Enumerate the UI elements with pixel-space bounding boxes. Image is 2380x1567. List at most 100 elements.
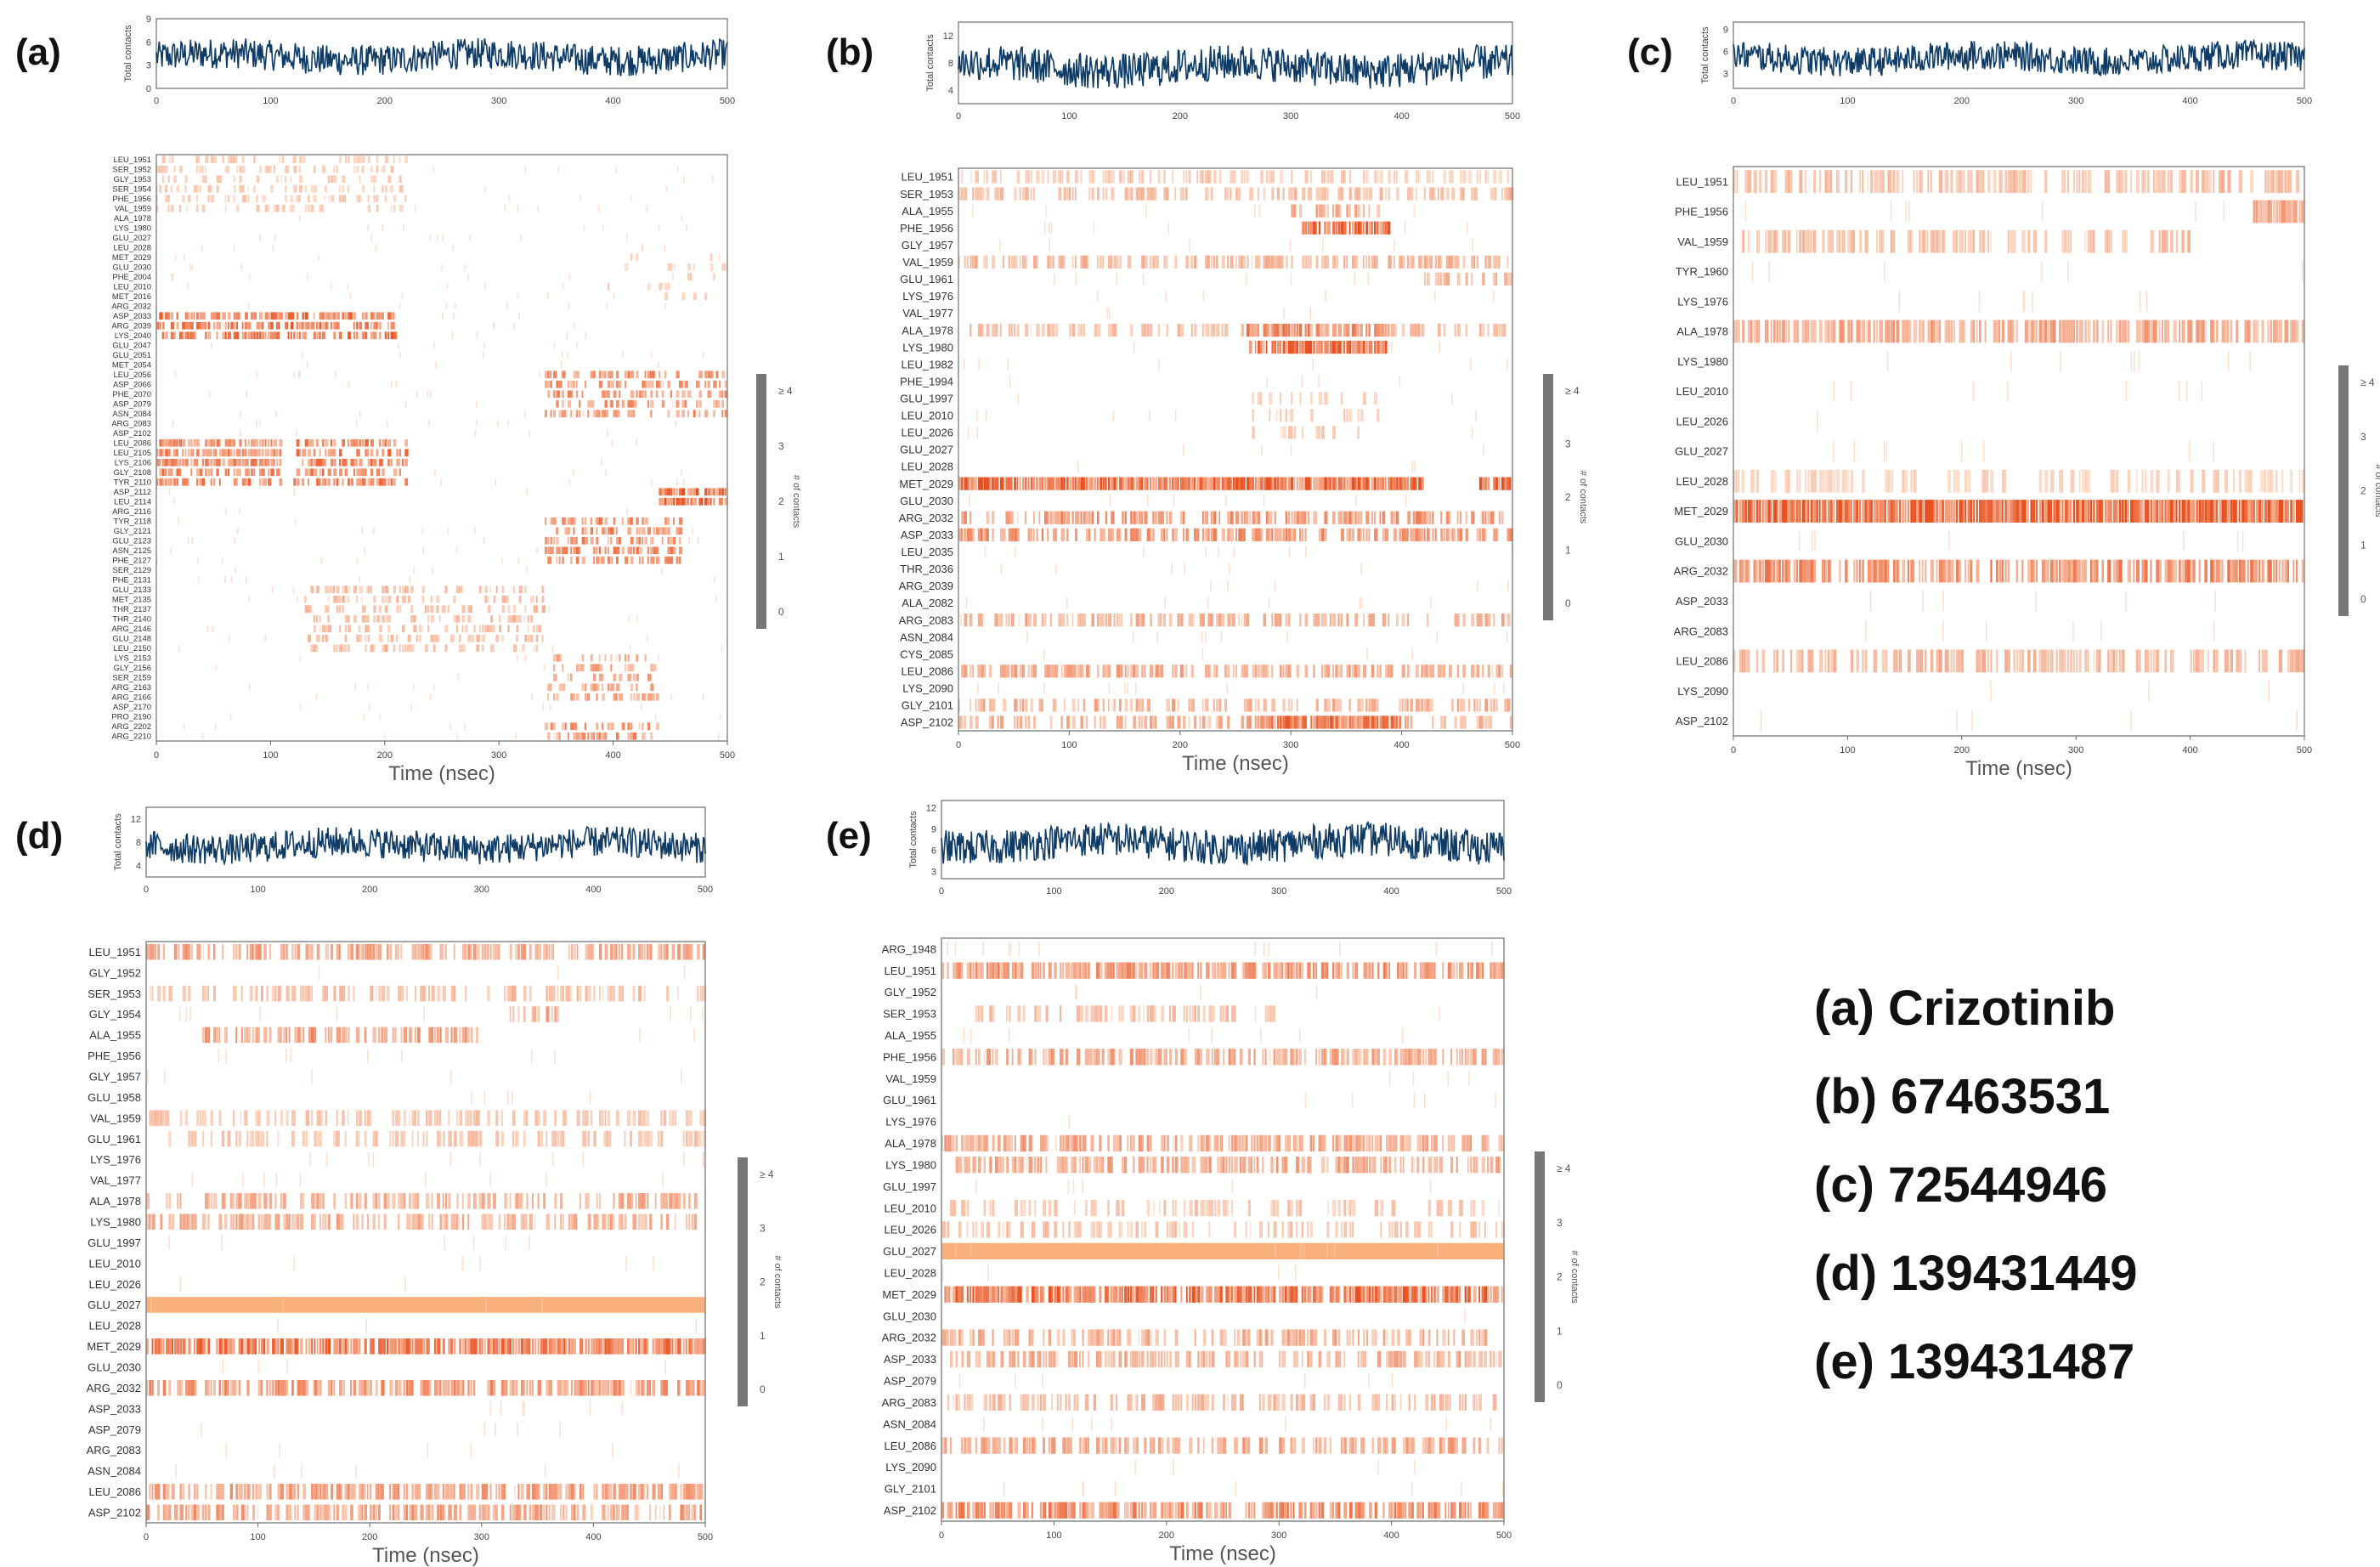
heatmap-cell	[1141, 187, 1145, 201]
heatmap-cell	[547, 546, 551, 555]
heatmap-cell	[1487, 170, 1490, 184]
heatmap-cell	[376, 321, 378, 330]
heatmap-cell	[2241, 530, 2244, 552]
heatmap-cell	[1773, 649, 1776, 673]
heatmap-cell	[455, 625, 459, 633]
heatmap-cell	[186, 283, 189, 291]
heatmap-cell	[1396, 511, 1399, 524]
heatmap-cell	[1476, 170, 1478, 184]
heatmap-cell	[501, 557, 503, 564]
heatmap-cell	[1171, 563, 1173, 575]
heatmap-cell	[474, 429, 477, 437]
heatmap-cell	[1973, 229, 1976, 253]
heatmap-cell	[1033, 665, 1037, 678]
heatmap-cell	[1218, 546, 1219, 558]
heatmap-cell	[1207, 255, 1210, 269]
heatmap-cell	[665, 943, 669, 960]
heatmap-cell	[1346, 204, 1348, 218]
heatmap-cell	[1199, 170, 1204, 184]
heatmap-cell	[1984, 469, 1989, 493]
heatmap-cell	[382, 439, 383, 447]
heatmap-cell	[579, 410, 580, 418]
heatmap-cell	[341, 478, 342, 486]
heatmap-cell	[236, 312, 240, 320]
heatmap-cell	[2224, 649, 2228, 673]
heatmap-cell	[681, 497, 686, 506]
heatmap-cell	[1873, 649, 1878, 673]
heatmap-cell	[585, 380, 586, 388]
heatmap-cell	[547, 683, 551, 692]
heatmap-cell	[610, 683, 614, 692]
heatmap-cell	[547, 536, 550, 545]
heatmap-cell	[1069, 187, 1071, 201]
residue-label: LEU_2028	[113, 243, 151, 252]
heatmap-cell	[966, 528, 970, 541]
heatmap-cell	[399, 449, 402, 457]
heatmap-cell	[1293, 426, 1297, 439]
heatmap-cell	[1298, 323, 1303, 337]
heatmap-cell	[1069, 716, 1071, 728]
heatmap-cell	[1437, 187, 1439, 201]
heatmap-cell	[492, 943, 496, 960]
heatmap-cell	[550, 517, 554, 525]
heatmap-cell	[1027, 613, 1032, 627]
heatmap-cell	[1027, 528, 1031, 541]
heatmap-cell	[615, 556, 619, 564]
heatmap-cell	[1426, 528, 1430, 541]
heatmap-cell	[448, 1110, 450, 1126]
heatmap-cell	[1953, 230, 1954, 252]
heatmap-cell	[276, 449, 278, 457]
heatmap-cell	[421, 595, 425, 603]
heatmap-cell	[1160, 477, 1163, 490]
colorbar-label: # of contacts	[1578, 471, 1588, 524]
heatmap-cell	[465, 985, 467, 1002]
heatmap-cell	[1254, 716, 1257, 729]
heatmap-cell	[156, 204, 159, 212]
heatmap-cell	[279, 449, 282, 457]
heatmap-cell	[1818, 649, 1823, 673]
heatmap-cell	[313, 312, 315, 320]
heatmap-cell	[983, 170, 986, 184]
heatmap-cell	[262, 331, 264, 340]
heatmap-cell	[604, 546, 607, 555]
heatmap-cell	[1307, 323, 1310, 337]
heatmap-cell	[2104, 230, 2106, 252]
heatmap-cell	[997, 477, 999, 490]
heatmap-cell	[399, 644, 401, 653]
heatmap-cell	[1205, 477, 1207, 490]
heatmap-cell	[356, 478, 359, 486]
heatmap-cell	[590, 399, 595, 408]
heatmap-cell	[1216, 255, 1218, 269]
heatmap-cell	[436, 605, 439, 614]
heatmap-cell	[2167, 469, 2170, 493]
heatmap-cell	[1263, 477, 1267, 490]
colorbar-tick: 3	[1565, 438, 1571, 450]
heatmap-cell	[2244, 500, 2247, 523]
heatmap-cell	[1216, 665, 1218, 678]
heatmap-cell	[673, 517, 675, 525]
heatmap-cell	[250, 449, 254, 457]
heatmap-cell	[1097, 477, 1099, 490]
heatmap-cell	[1094, 699, 1098, 712]
heatmap-cell	[2213, 320, 2215, 343]
heatmap-cell	[1973, 500, 1976, 523]
heatmap-cell	[325, 321, 329, 330]
heatmap-cell	[1484, 511, 1487, 524]
heatmap-cell	[283, 943, 285, 960]
heatmap-cell	[721, 410, 724, 418]
heatmap-cell	[2224, 469, 2228, 493]
heatmap-cell	[1413, 205, 1415, 218]
heatmap-cell	[1495, 699, 1498, 712]
heatmap-cell	[1853, 229, 1855, 253]
heatmap-cell	[2055, 649, 2058, 673]
heatmap-cell	[1736, 469, 1740, 493]
heatmap-cell	[1462, 187, 1465, 201]
heatmap-cell	[207, 985, 210, 1002]
heatmap-cell	[1312, 358, 1314, 371]
heatmap-cell	[1858, 320, 1862, 343]
heatmap-cell	[1102, 665, 1105, 678]
heatmap-cell	[467, 634, 471, 642]
heatmap-cell	[1368, 477, 1371, 490]
heatmap-cell	[1850, 229, 1854, 253]
